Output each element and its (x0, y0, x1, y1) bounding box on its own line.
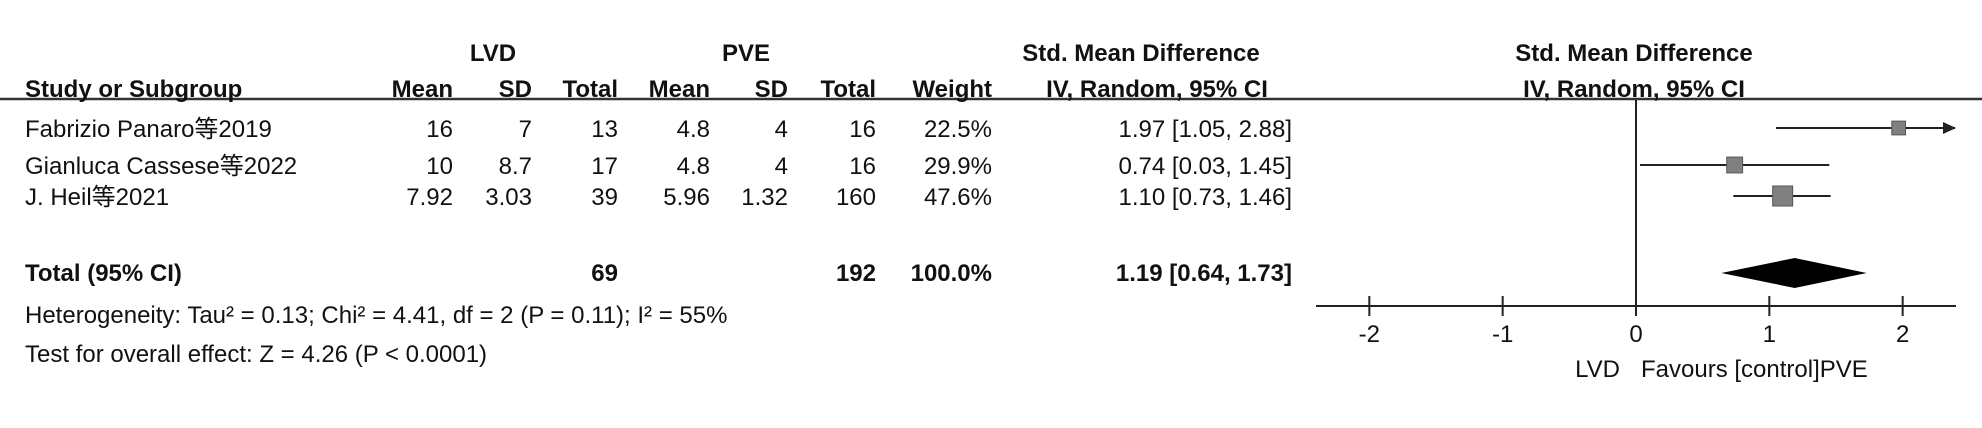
cell: 3.03 (485, 184, 532, 211)
cell: 160 (836, 184, 876, 211)
study-name: J. Heil等2021 (25, 184, 169, 211)
effect-square (1772, 185, 1794, 207)
column-header: SD (499, 76, 532, 103)
cell: 29.9% (924, 153, 992, 180)
cell: 69 (591, 260, 618, 287)
cell: 4.8 (677, 116, 710, 143)
cell: 47.6% (924, 184, 992, 211)
cell: 16 (849, 116, 876, 143)
cell: 5.96 (663, 184, 710, 211)
x-label-right: Favours [control]PVE (1641, 356, 1868, 383)
total-name: Total (95% CI) (25, 260, 182, 287)
group-header: Std. Mean Difference (1022, 40, 1259, 67)
x-tick-label: 0 (1629, 321, 1642, 348)
x-tick-label: -2 (1359, 321, 1380, 348)
column-header: Study or Subgroup (25, 76, 242, 103)
effect-square (1891, 120, 1907, 136)
ci-label: 1.97 [1.05, 2.88] (1119, 116, 1292, 143)
ci-label: 0.74 [0.03, 1.45] (1119, 153, 1292, 180)
cell: 16 (426, 116, 453, 143)
ci-label: 1.10 [0.73, 1.46] (1119, 184, 1292, 211)
cell: 192 (836, 260, 876, 287)
column-header: Weight (912, 76, 992, 103)
cell: 100.0% (911, 260, 992, 287)
group-header: LVD (470, 40, 516, 67)
study-name: Gianluca Cassese等2022 (25, 153, 297, 180)
column-header: IV, Random, 95% CI (1046, 76, 1268, 103)
group-header: PVE (722, 40, 770, 67)
cell: 13 (591, 116, 618, 143)
cell: 17 (591, 153, 618, 180)
cell: 7 (519, 116, 532, 143)
x-tick-label: 2 (1896, 321, 1909, 348)
column-header: Total (562, 76, 618, 103)
cell: 4.8 (677, 153, 710, 180)
x-tick-label: -1 (1492, 321, 1513, 348)
column-header: Mean (392, 76, 453, 103)
summary-diamond (1721, 258, 1867, 288)
column-header: Mean (649, 76, 710, 103)
cell: 4 (775, 153, 788, 180)
effect-square (1726, 156, 1744, 174)
heterogeneity: Heterogeneity: Tau² = 0.13; Chi² = 4.41,… (25, 302, 727, 329)
column-header: SD (755, 76, 788, 103)
cell: 4 (775, 116, 788, 143)
cell: 1.32 (741, 184, 788, 211)
group-header: Std. Mean Difference (1515, 40, 1752, 67)
column-header: Total (820, 76, 876, 103)
ci-label: 1.19 [0.64, 1.73] (1116, 260, 1292, 287)
column-header: IV, Random, 95% CI (1523, 76, 1745, 103)
cell: 8.7 (499, 153, 532, 180)
overall-effect: Test for overall effect: Z = 4.26 (P < 0… (25, 341, 487, 368)
study-name: Fabrizio Panaro等2019 (25, 116, 272, 143)
x-label-left: LVD (1575, 356, 1620, 383)
cell: 7.92 (406, 184, 453, 211)
cell: 10 (426, 153, 453, 180)
plot-area (1640, 122, 1956, 197)
cell: 22.5% (924, 116, 992, 143)
x-tick-label: 1 (1763, 321, 1776, 348)
cell: 39 (591, 184, 618, 211)
cell: 16 (849, 153, 876, 180)
